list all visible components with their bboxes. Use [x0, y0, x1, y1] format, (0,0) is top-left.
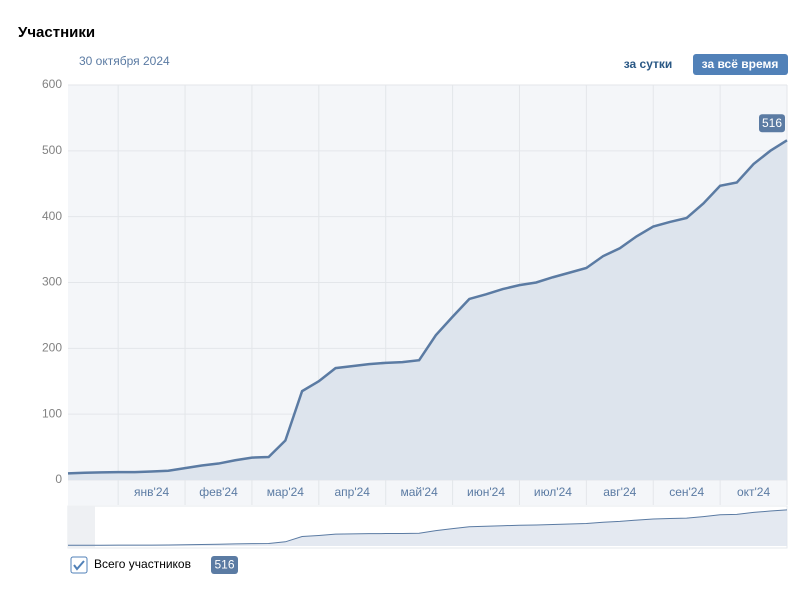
x-tick-label: июн'24	[467, 485, 505, 499]
y-tick-label: 400	[42, 209, 62, 223]
y-tick-label: 100	[42, 406, 62, 420]
y-tick-label: 500	[42, 143, 62, 157]
last-value-bg	[759, 114, 785, 133]
all-time-button[interactable]: за всё время	[702, 57, 779, 71]
x-tick-label: окт'24	[737, 485, 771, 499]
y-tick-label: 600	[42, 77, 62, 91]
title: Участники	[18, 24, 95, 41]
y-tick-label: 0	[55, 472, 62, 486]
x-tick-label: июл'24	[534, 485, 572, 499]
x-tick-label: сен'24	[669, 485, 704, 499]
legend-label[interactable]: Всего участников	[94, 557, 191, 571]
x-tick-label: авг'24	[603, 485, 636, 499]
y-tick-label: 200	[42, 341, 62, 355]
navigator-line	[67, 509, 788, 546]
line	[67, 139, 788, 475]
navigator-area	[68, 509, 787, 546]
check-icon	[73, 560, 85, 571]
area	[68, 140, 787, 481]
navigator-handle[interactable]	[68, 506, 95, 548]
x-tick-label: янв'24	[134, 485, 169, 499]
day-button[interactable]: за сутки	[624, 57, 673, 71]
legend-badge-bg	[211, 556, 238, 574]
y-tick-label: 300	[42, 275, 62, 289]
all-time-button-bg[interactable]	[693, 54, 788, 75]
legend-badge: 516	[214, 558, 234, 572]
x-tick-label: май'24	[401, 485, 439, 499]
checkbox[interactable]	[70, 556, 88, 574]
x-tick-label: мар'24	[267, 485, 305, 499]
last-value-label: 516	[762, 116, 782, 130]
date: 30 октября 2024	[79, 54, 170, 68]
x-tick-label: фев'24	[199, 485, 238, 499]
x-tick-label: апр'24	[335, 485, 371, 499]
